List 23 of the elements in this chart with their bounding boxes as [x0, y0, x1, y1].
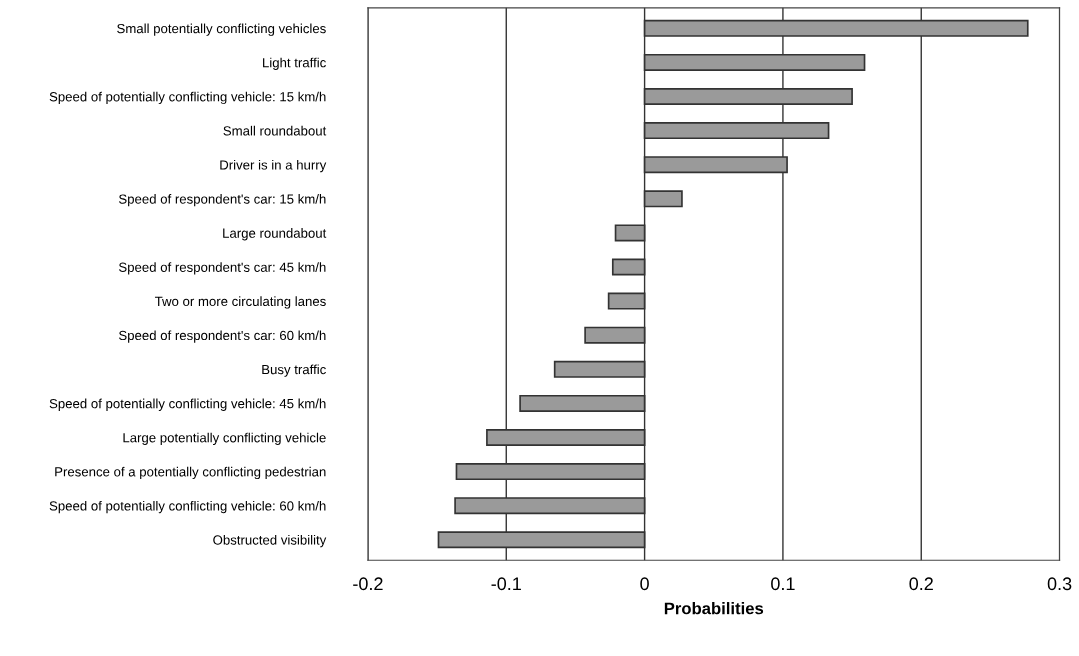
y-tick-label: Obstructed visibility	[213, 534, 327, 548]
x-tick-label: 0.3	[1047, 577, 1072, 591]
y-tick-label: Speed of potentially conflicting vehicle: 60 km/h	[49, 500, 326, 514]
y-tick-label: Light traffic	[263, 57, 326, 70]
x-tick-label: 0.2	[909, 577, 933, 591]
y-tick-label: Two or more circulating lanes	[154, 296, 326, 309]
y-tick-label: Speed of potentially conflicting vehicle: 15 km/h	[49, 91, 326, 105]
x-tick-label: -0.2	[353, 577, 383, 591]
x-tick-label: 0.1	[771, 577, 795, 591]
x-tick-label: -0.1	[491, 577, 521, 591]
y-tick-label: Driver is in a hurry	[220, 159, 327, 173]
x-tick-label: 0	[640, 577, 649, 591]
y-tick-label: Busy traffic	[262, 364, 326, 377]
y-tick-label: Small potentially conflicting vehicles	[117, 23, 326, 36]
y-tick-label: Speed of respondent's car: 60 km/h	[119, 330, 326, 343]
y-tick-label: Speed of respondent's car: 15 km/h	[119, 194, 326, 207]
x-axis-title: Probabilities	[664, 602, 764, 615]
y-tick-label: Large roundabout	[223, 228, 327, 241]
y-tick-label: Presence of a potentially conflicting pedestrian	[55, 466, 326, 480]
y-tick-label: Speed of respondent's car: 45 km/h	[119, 262, 326, 275]
y-tick-label: Large potentially conflicting vehicle	[123, 432, 326, 445]
y-tick-label: Speed of potentially conflicting vehicle: 45 km/h	[49, 398, 326, 411]
y-tick-label: Small roundabout	[223, 125, 327, 136]
